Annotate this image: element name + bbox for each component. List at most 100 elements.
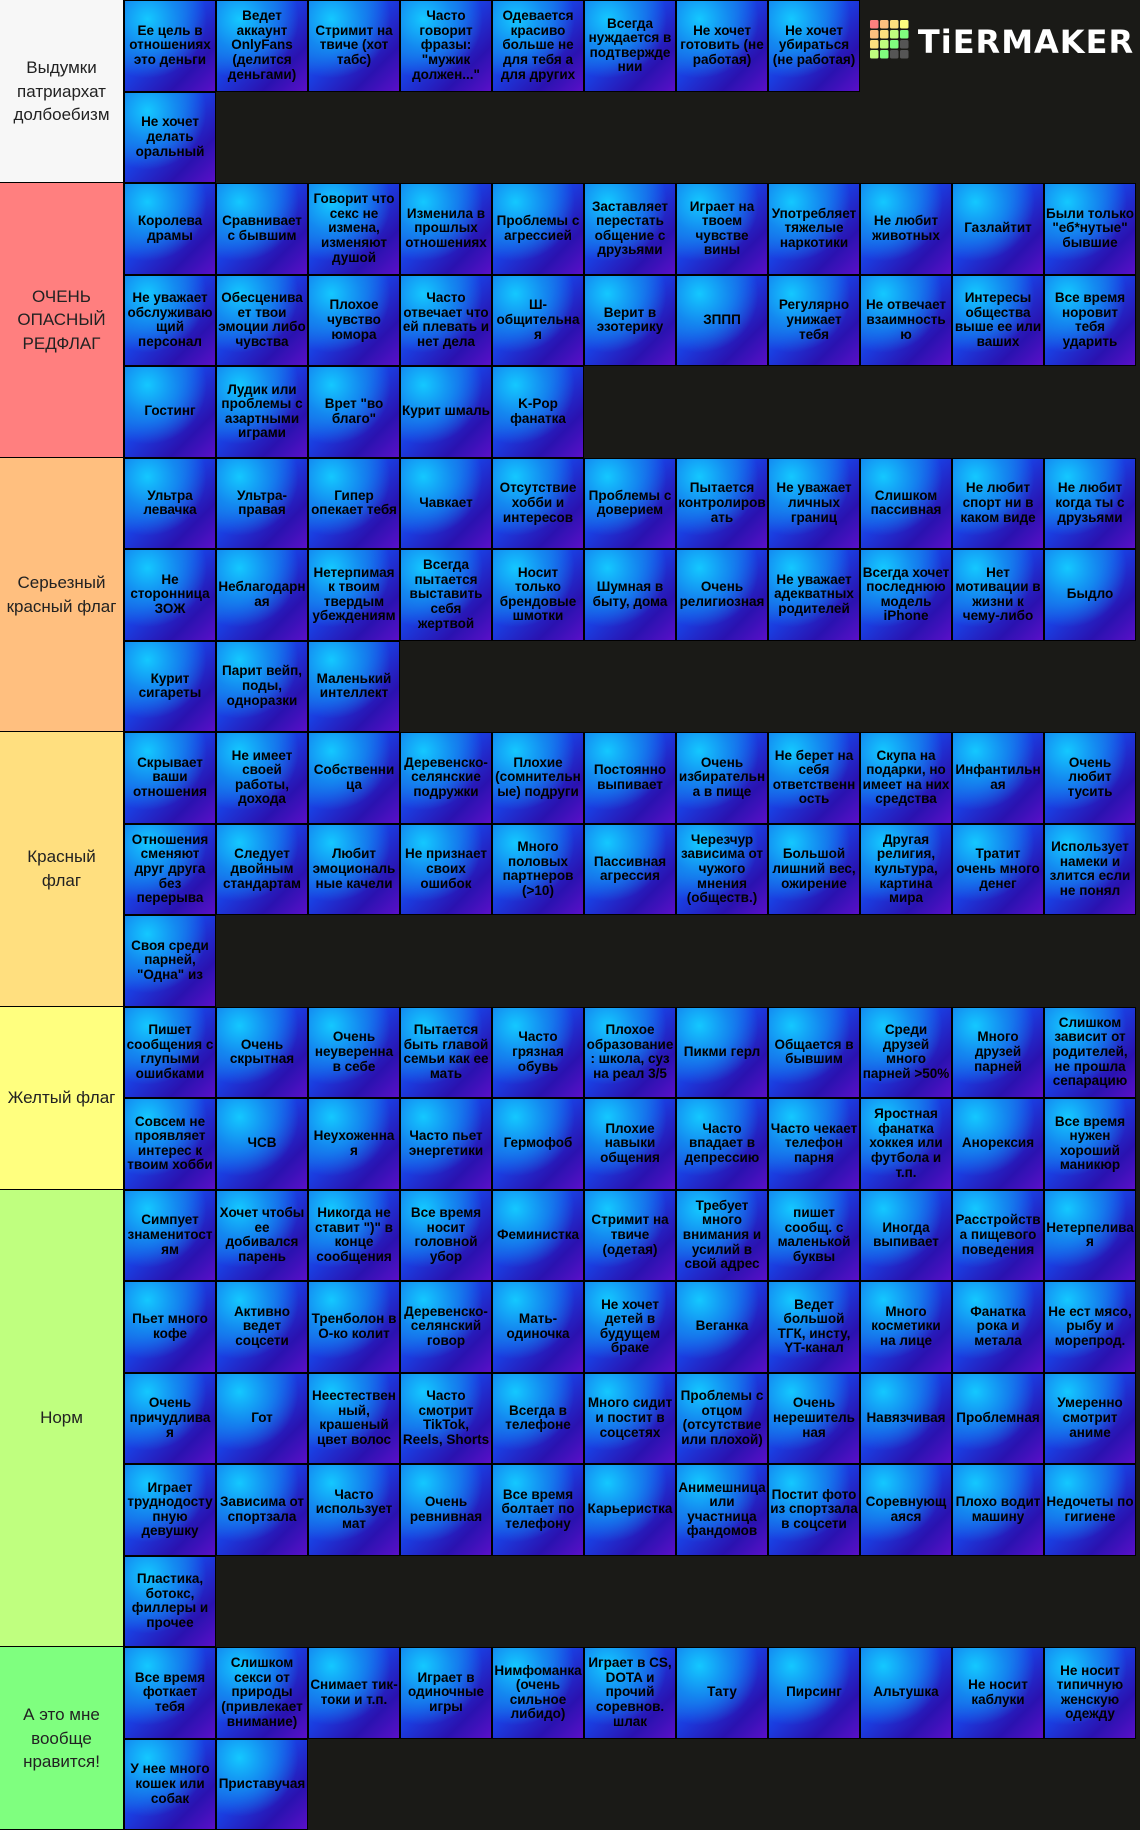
tier-item: Не сторонница ЗОЖ (124, 549, 216, 641)
tier-label: Красный флаг (0, 732, 124, 1007)
tier-item: Гостинг (124, 366, 216, 458)
tier-item: Часто отвечает что ей плевать и нет дела (400, 274, 492, 366)
tier-item: Пытается контролировать (676, 457, 768, 549)
tier-item: Быдло (1044, 549, 1136, 641)
tier-item: Скрывает ваши отношения (124, 732, 216, 824)
tier-item: Употребляет тяжелые наркотики (768, 183, 860, 275)
tier-item: Ведет большой ТГК, инсту, YT-канал (768, 1281, 860, 1373)
tier-item: Часто чекает телефон парня (768, 1098, 860, 1190)
tier-item: Парит вейп, поды, одноразки (216, 640, 308, 732)
tier-item: Снимает тик-токи и т.п. (308, 1647, 400, 1739)
tier-item: Не уважает обслуживающий персонал (124, 274, 216, 366)
tier-item: Очень неуверенна в себе (308, 1006, 400, 1098)
tier-item: Деревенско-селянский говор (400, 1281, 492, 1373)
tier-item: Часто говорит фразы: "мужик должен..." (400, 0, 492, 92)
logo: TiERMAKER (864, 0, 1140, 92)
tier-item: Хочет чтобы ее добивался парень (216, 1189, 308, 1281)
tier-item: Недочеты по гигиене (1044, 1464, 1136, 1556)
tier-label: Норм (0, 1189, 124, 1647)
tier-item: Обесценивает твои эмоции либо чувства (216, 274, 308, 366)
tier-item: Слишком зависит от родителей, не прошла … (1044, 1006, 1136, 1098)
tier-item: Фанатка рока и метала (952, 1281, 1044, 1373)
tier-item: Умеренно смотрит аниме (1044, 1372, 1136, 1464)
tier-item: пишет сообщ. с маленькой буквы (768, 1189, 860, 1281)
tier-item: Плохие навыки общения (584, 1098, 676, 1190)
tier-item: Неестественный, крашеный цвет волос (308, 1372, 400, 1464)
tier-item: Не носит каблуки (952, 1647, 1044, 1739)
tier-item: ЗППП (676, 274, 768, 366)
tier-items: Пишет сообщения с глупыми ошибками Очень … (124, 1006, 1140, 1190)
tier-label: Серьезный красный флаг (0, 457, 124, 732)
tier-item: Пьет много кофе (124, 1281, 216, 1373)
tier-item: Все время нужен хороший маникюр (1044, 1098, 1136, 1190)
tier-item: Не берет на себя ответственность (768, 732, 860, 824)
tier-items: TiERMAKER Ее цель в отношениях это деньги… (124, 0, 1140, 183)
tier-item: Альтушка (860, 1647, 952, 1739)
tier-item: Плохое чувство юмора (308, 274, 400, 366)
tier-item: Всегда нуждается в подтверждении (584, 0, 676, 92)
tier-item: Проблемы с отцом (отсутствие или плохой) (676, 1372, 768, 1464)
tier-item: Ее цель в отношениях это деньги (124, 0, 216, 92)
tier-item: Все время фоткает тебя (124, 1647, 216, 1739)
tier-item: Соревнующаяся (860, 1464, 952, 1556)
tier-item: Нетерпеливая (1044, 1189, 1136, 1281)
tier-item: Часто грязная обувь (492, 1006, 584, 1098)
tier-item: Другая религия, культура, картина мира (860, 823, 952, 915)
tier-item: Требует много внимания и усилий в свой а… (676, 1189, 768, 1281)
tier-item: Гипер опекает тебя (308, 457, 400, 549)
tier-item: Много половых партнеров (>10) (492, 823, 584, 915)
tier-item: Тату (676, 1647, 768, 1739)
tier-item: Врет "во благо" (308, 366, 400, 458)
tier-item: Анорексия (952, 1098, 1044, 1190)
tier-item: Маленький интеллект (308, 640, 400, 732)
tier-item: Часто смотрит TikTok, Reels, Shorts (400, 1372, 492, 1464)
tier-item: Пикми герл (676, 1006, 768, 1098)
tier-item: Шумная в быту, дома (584, 549, 676, 641)
tier-item: Гот (216, 1372, 308, 1464)
tier-row: ОЧЕНЬ ОПАСНЫЙ РЕДФЛАГ Королева драмы Сравн… (0, 183, 1140, 458)
tier-item: Не хочет делать оральный (124, 91, 216, 183)
tier-row: Желтый флаг Пишет сообщения с глупыми оши… (0, 1006, 1140, 1190)
tier-item: Изменила в прошлых отношениях (400, 183, 492, 275)
tier-item: Совсем не проявляет интерес к твоим хобб… (124, 1098, 216, 1190)
tier-item: Очень любит тусить (1044, 732, 1136, 824)
tier-item: Постоянно выпивает (584, 732, 676, 824)
tier-item: Не ест мясо, рыбу и морепрод. (1044, 1281, 1136, 1373)
tier-item: Инфантильная (952, 732, 1044, 824)
tier-item: Очень религиозная (676, 549, 768, 641)
tier-item: Регулярно унижает тебя (768, 274, 860, 366)
tier-item: Одевается красиво больше не для тебя а д… (492, 0, 584, 92)
tier-item: Ультра-правая (216, 457, 308, 549)
tier-label: А это мне вообще нравится! (0, 1647, 124, 1830)
tier-row: А это мне вообще нравится! Все время фотк… (0, 1647, 1140, 1830)
tier-item: Ведет аккаунт OnlyFans (делится деньгами… (216, 0, 308, 92)
tier-row: Выдумки патриархат долбоебизм TiERMAKER Ее… (0, 0, 1140, 183)
tier-items: Ультра левачка Ультра-правая Гипер опекает… (124, 457, 1140, 732)
tier-item: Плохое образование: школа, суз на реал 3… (584, 1006, 676, 1098)
tier-item: Не уважает личных границ (768, 457, 860, 549)
tier-item: Отсутствие хобби и интересов (492, 457, 584, 549)
tier-item: Не отвечает взаимностью (860, 274, 952, 366)
tier-item: Карьеристка (584, 1464, 676, 1556)
tier-item: Очень избирательна в пище (676, 732, 768, 824)
tier-item: Очень причудливая (124, 1372, 216, 1464)
tier-item: Говорит что секс не измена, изменяют душ… (308, 183, 400, 275)
tier-item: Много косметики на лице (860, 1281, 952, 1373)
tier-items: Все время фоткает тебя Слишком секси от п… (124, 1647, 1140, 1830)
tier-item: Не хочет готовить (не работая) (676, 0, 768, 92)
tier-item: Неблагодарная (216, 549, 308, 641)
tier-item: Много сидит и постит в соцсетях (584, 1372, 676, 1464)
tier-item: Иногда выпивает (860, 1189, 952, 1281)
tier-item: Заставляет перестать общение с друзьями (584, 183, 676, 275)
tier-item: Много друзей парней (952, 1006, 1044, 1098)
tier-item: Интересы общества выше ее или ваших (952, 274, 1044, 366)
tier-item: Любит эмоциональные качели (308, 823, 400, 915)
tier-item: Не уважает адекватных родителей (768, 549, 860, 641)
tier-item: Не хочет детей в будущем браке (584, 1281, 676, 1373)
tier-item: Проблемы с агрессией (492, 183, 584, 275)
tier-item: Плохие (сомнительные) подруги (492, 732, 584, 824)
tier-label: ОЧЕНЬ ОПАСНЫЙ РЕДФЛАГ (0, 183, 124, 458)
tier-item: Всегда пытается выставить себя жертвой (400, 549, 492, 641)
tier-item: Не хочет убираться (не работая) (768, 0, 860, 92)
tier-label: Желтый флаг (0, 1006, 124, 1190)
